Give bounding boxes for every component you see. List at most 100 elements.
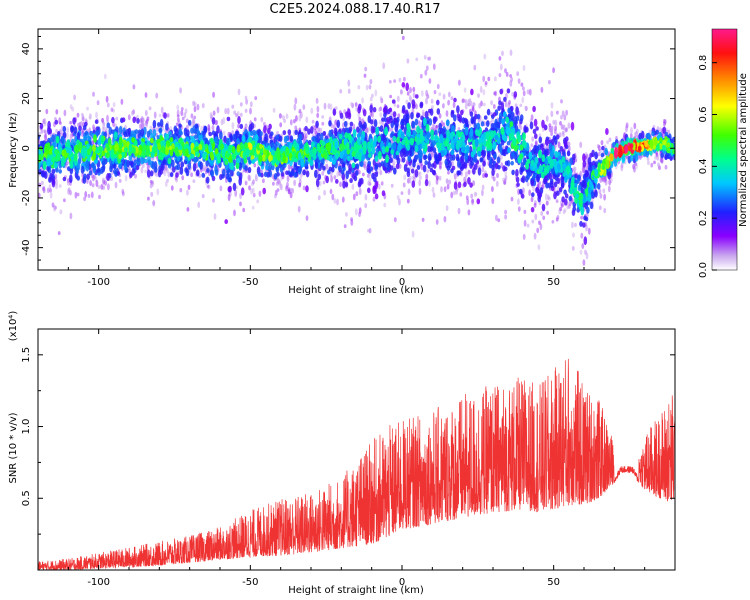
- spectrogram-cell: [579, 220, 583, 227]
- spectrogram-cell: [300, 143, 304, 148]
- spectrogram-cell: [44, 171, 48, 179]
- spectrogram-cell: [576, 178, 580, 184]
- spectrogram-cell: [422, 164, 427, 173]
- spectrogram-cell: [282, 115, 285, 120]
- spectrogram-cell: [535, 126, 539, 131]
- spectrogram-cell: [255, 175, 258, 182]
- spectrogram-cell: [419, 175, 422, 180]
- spectrogram-cell: [459, 156, 464, 164]
- spectrogram-cell: [55, 129, 58, 134]
- spectrogram-cell: [315, 178, 320, 188]
- spectrogram-cell: [252, 179, 255, 185]
- spectrogram-cell: [496, 156, 501, 164]
- spectrogram-cell: [545, 200, 549, 206]
- spectrogram-cell: [228, 176, 232, 183]
- spectrogram-cell: [529, 121, 534, 130]
- spectrogram-cell: [275, 181, 279, 186]
- spectrogram-cell: [604, 147, 608, 156]
- spectrogram-cell: [289, 119, 293, 126]
- spectrogram-cell: [381, 117, 385, 122]
- spectrogram-cell: [334, 106, 338, 110]
- spectrogram-cell: [247, 174, 251, 181]
- spectrogram-cell: [491, 168, 495, 176]
- spectrogram-cell: [216, 106, 220, 114]
- spectrogram-cell: [533, 144, 537, 154]
- spectrogram-cell: [341, 162, 346, 168]
- spectrogram-cell: [403, 174, 407, 181]
- spectrogram-cell: [205, 159, 209, 167]
- spectrogram-cell: [327, 103, 331, 110]
- spectrogram-cell: [310, 126, 314, 134]
- spectrogram-cell: [464, 102, 468, 110]
- spectrogram-cell: [190, 172, 194, 177]
- spectrogram-cell: [271, 141, 275, 148]
- spectrogram-cell: [98, 194, 101, 200]
- spectrogram-cell: [154, 166, 158, 173]
- spectrogram-cell: [528, 189, 532, 196]
- spectrogram-cell: [43, 134, 47, 141]
- spectrogram-cell: [147, 196, 150, 201]
- spectrogram-cell: [548, 123, 552, 127]
- spectrogram-cell: [396, 195, 400, 200]
- spectrogram-cell: [367, 187, 371, 194]
- spectrogram-cell: [412, 92, 416, 99]
- spectrogram-cell: [336, 198, 339, 206]
- spectrogram-cell: [425, 97, 428, 105]
- spectrogram-cell: [121, 117, 126, 123]
- spectrogram-cell: [531, 192, 535, 198]
- spectrogram-cell: [336, 119, 341, 129]
- spectrogram-cell: [51, 202, 55, 208]
- spectrogram-cell: [67, 181, 70, 186]
- spectrogram-cell: [408, 149, 412, 157]
- spectrogram-cell: [361, 118, 364, 124]
- spectrogram-cell: [329, 188, 333, 195]
- spectrogram-cell: [136, 118, 140, 124]
- spectrogram-cell: [89, 180, 92, 186]
- spectrogram-cell: [211, 175, 216, 182]
- spectrogram-cell: [411, 104, 416, 109]
- spectrogram-cell: [237, 116, 241, 124]
- spectrogram-cell: [350, 101, 353, 106]
- spectrogram-cell: [143, 126, 147, 135]
- spectrogram-cell: [364, 66, 368, 72]
- spectrogram-cell: [151, 161, 155, 170]
- spectrogram-cell: [428, 56, 432, 61]
- spectrogram-cell: [447, 170, 450, 175]
- spectrogram-cell: [48, 128, 52, 135]
- spectrogram-cell: [92, 163, 96, 171]
- spectrogram-cell: [502, 177, 505, 182]
- spectrogram-cell: [297, 205, 301, 213]
- spectrogram-cell: [373, 176, 377, 183]
- spectrogram-cell: [536, 227, 540, 234]
- spectrogram-cell: [365, 84, 369, 91]
- spectrogram-cell: [66, 126, 70, 133]
- spectrogram-cell: [140, 128, 144, 138]
- spectrogram-cell: [72, 117, 76, 125]
- spectrogram-cell: [506, 88, 511, 94]
- spectrogram-cell: [532, 105, 536, 113]
- spectrogram-cell: [41, 170, 45, 176]
- spectrogram-cell: [425, 89, 428, 97]
- spectrogram-cell: [78, 125, 82, 132]
- spectrogram-cell: [58, 169, 62, 174]
- spectrogram-cell: [408, 94, 412, 101]
- spectrogram-cell: [76, 192, 80, 197]
- spectrogram-cell: [560, 182, 565, 189]
- spectrogram-cell: [646, 156, 650, 161]
- spectrogram-cell: [43, 117, 47, 125]
- spectrogram-cell: [556, 177, 560, 184]
- spectrogram-cell: [447, 99, 450, 106]
- spectrogram-cell: [389, 133, 394, 138]
- spectrogram-cell: [224, 219, 228, 225]
- spectrogram-cell: [520, 193, 525, 199]
- spectrogram-cell: [519, 114, 524, 122]
- spectrogram-cell: [551, 220, 555, 224]
- spectrogram-cell: [222, 117, 226, 125]
- spectrogram-cell: [445, 205, 449, 212]
- spectrogram-cell: [279, 122, 283, 128]
- spectrogram-cell: [392, 159, 396, 166]
- spectrogram-cell: [461, 117, 466, 124]
- spectrogram-cell: [293, 172, 298, 178]
- spectrogram-cell: [233, 209, 236, 217]
- spectrogram-cell: [268, 162, 273, 171]
